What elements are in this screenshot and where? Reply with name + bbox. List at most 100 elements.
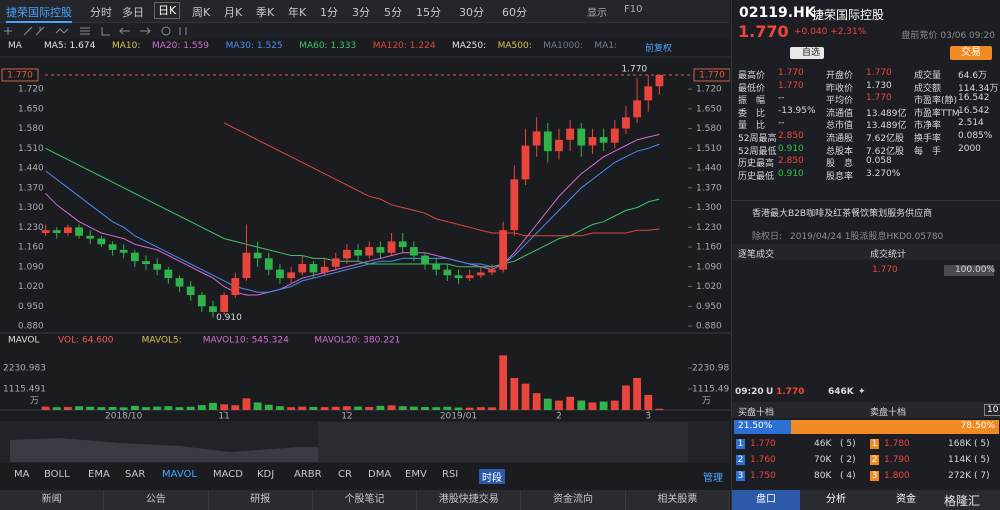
order-count: ( 4) xyxy=(840,471,856,481)
stat-label: 市盈率(静) xyxy=(914,96,958,107)
candle-body xyxy=(566,128,575,140)
indicator-tab[interactable]: RSI xyxy=(442,469,459,480)
volume-bar xyxy=(52,407,61,410)
stat-label: 平均价 xyxy=(826,96,854,107)
stat-label: 成交额 xyxy=(914,83,942,94)
indicator-tab[interactable]: MACD xyxy=(213,469,243,480)
ma-line xyxy=(45,143,660,293)
volume-bar xyxy=(153,406,162,410)
period-tab[interactable]: 日K xyxy=(154,2,181,19)
candle-body xyxy=(276,269,284,279)
level: 1 xyxy=(870,439,879,449)
period-tab[interactable]: 30分 xyxy=(459,6,484,19)
change: +0.040 +2.31% xyxy=(794,27,867,37)
trade-tab[interactable]: 逐笔成交 xyxy=(738,250,775,260)
watch-button[interactable]: 自选 xyxy=(790,47,825,59)
bottom-tab[interactable]: 资金流向 xyxy=(521,490,626,510)
volume-bar xyxy=(130,405,139,410)
legend-item: MA500: xyxy=(497,41,532,51)
display-menu[interactable]: 显示 xyxy=(587,8,607,19)
period-tab[interactable]: 年K xyxy=(288,6,307,19)
y-tick-label: 1.440 xyxy=(696,164,722,174)
indicator-tab[interactable]: 时段 xyxy=(479,469,505,484)
volume-bar xyxy=(655,408,664,410)
stat-value: 0.085% xyxy=(958,131,993,141)
stock-code: 02119.HK xyxy=(739,5,816,21)
current-price-box xyxy=(1,68,39,82)
bottom-tab[interactable]: 新闻 xyxy=(0,490,105,510)
period-tab[interactable]: 周K xyxy=(192,6,211,19)
candle-body xyxy=(421,255,429,265)
f10[interactable]: F10 xyxy=(624,4,643,15)
ratio-label: 78.50% xyxy=(960,421,995,431)
volume-bar xyxy=(577,400,586,410)
period-tab[interactable]: 15分 xyxy=(416,6,441,19)
indicator-tab[interactable]: BOLL xyxy=(44,469,70,480)
bottom-tab[interactable]: 公告 xyxy=(104,490,209,510)
candle-body xyxy=(543,131,552,152)
indicator-tab[interactable]: ARBR xyxy=(294,469,322,480)
indicator-tab[interactable]: EMA xyxy=(88,469,110,480)
period-tab[interactable]: 分时 xyxy=(90,6,112,19)
bottom-tab[interactable]: 相关股票 xyxy=(626,490,730,510)
candle-body xyxy=(610,128,619,143)
stat-value: 1.770 xyxy=(866,68,892,78)
volume-bar xyxy=(320,407,329,410)
status: 盘前竞价 03/06 09:20 xyxy=(901,31,995,41)
period-tab[interactable]: 3分 xyxy=(352,6,370,19)
volume-bar xyxy=(231,405,240,410)
candle-body xyxy=(432,264,441,270)
indicator-tab[interactable]: EMV xyxy=(405,469,427,480)
indicator-tab[interactable]: DMA xyxy=(368,469,392,480)
period-tab[interactable]: 月K xyxy=(224,6,243,19)
period-tab[interactable]: 60分 xyxy=(502,6,527,19)
tick-mark: ✦ xyxy=(858,387,866,397)
x-tick-label: 2 xyxy=(556,412,562,422)
volume-bar xyxy=(309,406,318,410)
stat-label: 历史最低 xyxy=(738,171,775,182)
stat-value: 2000 xyxy=(958,143,981,154)
volume-bar xyxy=(41,406,50,410)
stat-value: 1.730 xyxy=(866,80,892,91)
bottom-tab[interactable]: 港股快捷交易 xyxy=(417,490,522,510)
trade-button[interactable]: 交易 xyxy=(950,46,992,60)
adjust-mode[interactable]: 前复权 xyxy=(645,44,673,54)
volume-bar xyxy=(175,407,184,410)
period-tab[interactable]: 5分 xyxy=(384,6,402,19)
period-tab[interactable]: 1分 xyxy=(320,6,338,19)
bottom-tab[interactable]: 个股笔记 xyxy=(313,490,418,510)
last-price: 1.770 xyxy=(738,22,789,41)
stat-value: 0.058 xyxy=(866,156,892,167)
volume-bar xyxy=(376,405,385,410)
panel-tab[interactable]: 盘口 xyxy=(732,490,800,510)
period-tab[interactable]: 多日 xyxy=(122,6,144,19)
manage[interactable]: 管理 xyxy=(703,473,723,484)
current-price-box xyxy=(693,68,730,82)
volume-bar xyxy=(108,406,117,410)
candle-body xyxy=(75,227,83,236)
indicator-tab[interactable]: SAR xyxy=(125,469,146,480)
y-tick-label-left: 1.300 xyxy=(18,203,44,213)
stat-price: 1.770 xyxy=(872,265,898,275)
indicator-tab[interactable]: CR xyxy=(338,469,352,480)
stat-value: 1.770 xyxy=(778,68,804,78)
ratio-bar xyxy=(790,420,999,434)
stat-value: 2.514 xyxy=(958,118,984,129)
candle-body xyxy=(577,128,586,146)
indicator-tab[interactable]: KDJ xyxy=(257,469,275,480)
panel-tab[interactable]: 资金 xyxy=(896,494,916,505)
candle-body xyxy=(488,269,496,273)
indicator-tab[interactable]: MAVOL xyxy=(162,469,197,480)
legend-item: MA60: 1.333 xyxy=(299,41,357,51)
period-tab[interactable]: 季K xyxy=(256,6,275,19)
stock-tab[interactable]: 捷荣国际控股 xyxy=(6,4,72,23)
candle-body xyxy=(655,74,664,87)
indicator-tab[interactable]: MA xyxy=(14,469,30,480)
panel-tab[interactable]: 分析 xyxy=(826,494,846,505)
tick-volume: 646K xyxy=(828,387,854,397)
stat-label: 股息率 xyxy=(826,171,854,182)
trade-tab[interactable]: 成交统计 xyxy=(870,250,907,260)
candle-body xyxy=(63,227,72,233)
bottom-tab[interactable]: 研报 xyxy=(209,490,313,510)
draw-tools xyxy=(0,23,730,39)
